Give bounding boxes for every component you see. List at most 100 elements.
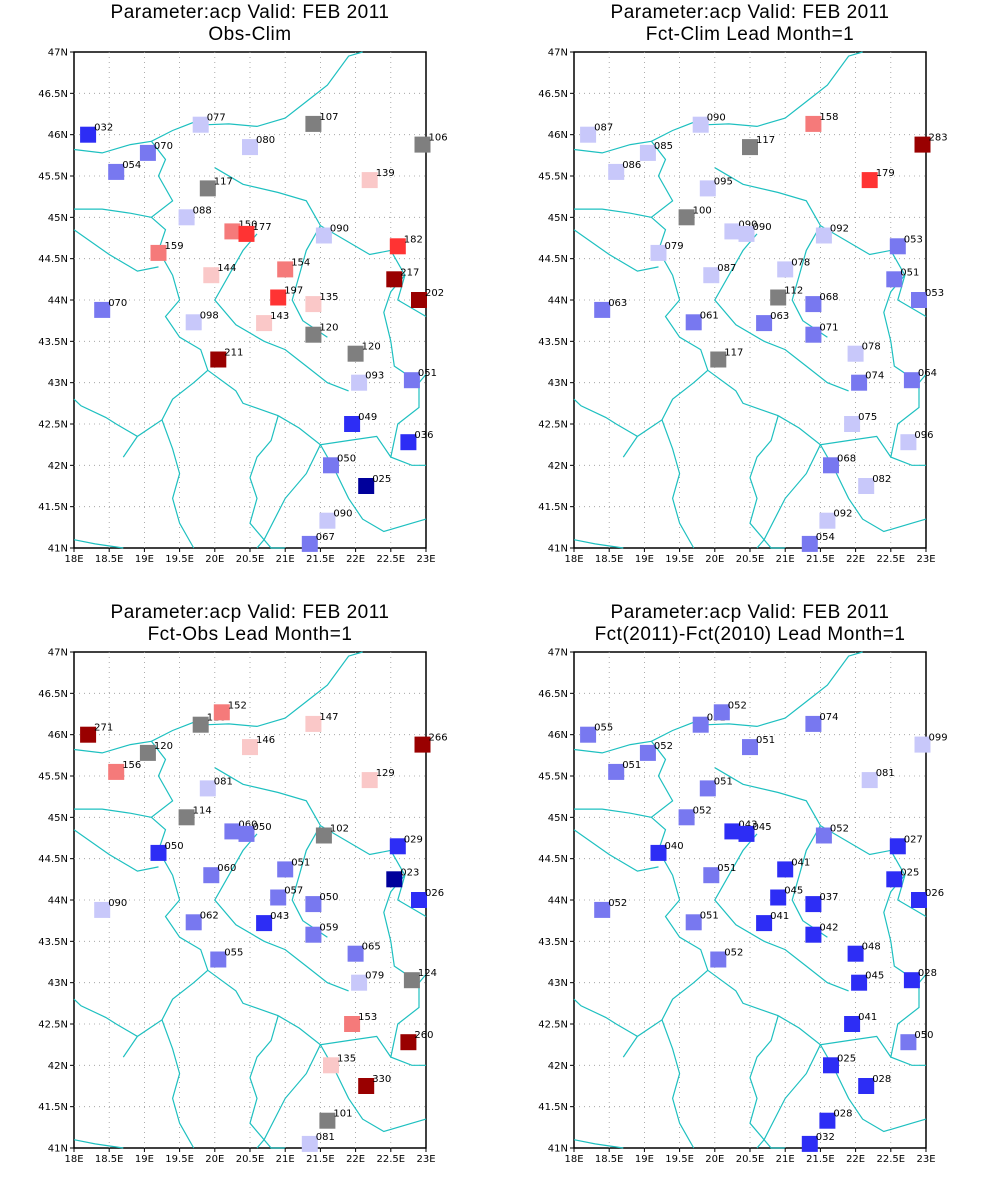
station-value-label: 032 xyxy=(94,123,113,134)
station-square xyxy=(305,296,322,313)
border-line xyxy=(791,825,828,938)
station-square xyxy=(347,345,364,362)
station-marker: 050 xyxy=(238,822,272,842)
border-line xyxy=(418,974,427,984)
station-value-label: 064 xyxy=(918,368,937,379)
station-value-label: 081 xyxy=(876,768,895,779)
station-marker: 177 xyxy=(238,222,272,242)
station-marker: 096 xyxy=(900,430,933,451)
station-marker: 100 xyxy=(678,205,712,226)
station-value-label: 052 xyxy=(608,898,627,909)
station-marker: 197 xyxy=(270,286,303,306)
station-square xyxy=(256,315,273,332)
station-marker: 057 xyxy=(270,886,303,906)
station-square xyxy=(400,1034,417,1051)
station-value-label: 090 xyxy=(753,222,772,233)
station-marker: 153 xyxy=(344,1012,377,1032)
station-square xyxy=(851,374,868,391)
station-value-label: 043 xyxy=(270,911,289,922)
station-square xyxy=(710,951,727,968)
station-marker: 090 xyxy=(315,224,349,244)
station-marker: 283 xyxy=(914,133,948,153)
station-marker: 040 xyxy=(650,841,684,861)
border-line xyxy=(74,208,152,218)
border-line xyxy=(383,274,420,458)
y-tick-label: 46.5N xyxy=(38,89,68,100)
y-tick-label: 42N xyxy=(48,461,68,472)
station-value-label: 045 xyxy=(753,822,772,833)
station-value-label: 150 xyxy=(238,219,257,230)
station-marker: 027 xyxy=(889,834,923,855)
station-square xyxy=(805,326,822,343)
station-marker: 081 xyxy=(199,776,233,797)
station-square xyxy=(685,314,702,331)
y-tick-label: 44N xyxy=(548,296,568,307)
station-marker: 053 xyxy=(911,288,944,308)
y-tick-label: 43N xyxy=(48,978,68,989)
station-square xyxy=(801,535,818,552)
station-square xyxy=(844,1016,861,1032)
border-line xyxy=(622,436,638,458)
station-value-label: 081 xyxy=(316,1132,335,1143)
station-value-label: 060 xyxy=(217,863,236,874)
station-marker: 079 xyxy=(650,241,684,261)
station-marker: 028 xyxy=(819,1109,852,1129)
station-marker: 061 xyxy=(685,310,719,331)
station-value-label: 028 xyxy=(872,1074,891,1085)
station-value-label: 283 xyxy=(929,133,948,144)
x-tick-label: 22E xyxy=(846,554,865,565)
station-square xyxy=(315,827,332,844)
station-value-label: 051 xyxy=(756,735,775,746)
y-tick-label: 41.5N xyxy=(38,502,68,513)
station-value-label: 028 xyxy=(918,968,937,979)
station-value-label: 135 xyxy=(319,292,338,303)
station-value-label: 055 xyxy=(594,723,613,734)
station-value-label: 090 xyxy=(738,219,757,230)
station-square xyxy=(319,512,336,529)
y-tick-label: 43N xyxy=(548,378,568,389)
station-square xyxy=(323,1057,339,1074)
y-tick-label: 45.5N xyxy=(538,172,568,183)
station-value-label: 032 xyxy=(816,1132,835,1143)
border-line xyxy=(661,1019,695,1149)
station-square xyxy=(805,715,822,732)
station-square xyxy=(911,892,927,908)
station-value-label: 050 xyxy=(914,1030,933,1041)
map-canvas: 18E 18.5E 19E 19.5E 20E 20.5E 21E 21.5E 22E 22.5E… xyxy=(538,48,948,566)
station-square xyxy=(805,296,822,313)
station-value-label: 260 xyxy=(414,1030,433,1041)
station-value-label: 120 xyxy=(319,323,338,334)
station-square xyxy=(678,209,695,226)
station-square xyxy=(738,825,755,842)
station-value-label: 055 xyxy=(224,948,243,959)
x-tick-label: 21.5E xyxy=(806,1154,835,1165)
station-marker: 032 xyxy=(801,1132,835,1152)
station-square xyxy=(805,896,822,913)
station-marker: 143 xyxy=(256,311,289,332)
station-value-label: 070 xyxy=(154,141,173,152)
y-tick-label: 42N xyxy=(48,1061,68,1072)
panel-title: Parameter:acp Valid: FEB 2011 xyxy=(110,2,390,23)
station-marker: 064 xyxy=(903,368,937,389)
station-value-label: 041 xyxy=(858,1012,877,1023)
station-value-label: 051 xyxy=(622,760,641,771)
station-marker: 074 xyxy=(851,371,884,391)
station-square xyxy=(80,726,97,743)
y-tick-label: 42.5N xyxy=(538,420,568,431)
station-marker: 146 xyxy=(242,735,275,756)
station-marker: 129 xyxy=(361,768,395,789)
station-value-label: 074 xyxy=(865,371,884,382)
station-marker: 107 xyxy=(305,112,338,132)
x-tick-label: 20.5E xyxy=(736,1154,765,1165)
station-marker: 026 xyxy=(911,888,944,908)
station-value-label: 202 xyxy=(425,288,444,299)
station-marker: 090 xyxy=(738,222,772,242)
station-square xyxy=(699,780,716,797)
station-value-label: 078 xyxy=(862,342,881,353)
x-tick-label: 22.5E xyxy=(877,1154,906,1165)
border-line xyxy=(73,539,124,549)
station-square xyxy=(713,704,730,721)
station-value-label: 054 xyxy=(122,160,141,171)
station-square xyxy=(386,871,403,888)
station-marker: 051 xyxy=(403,368,437,389)
